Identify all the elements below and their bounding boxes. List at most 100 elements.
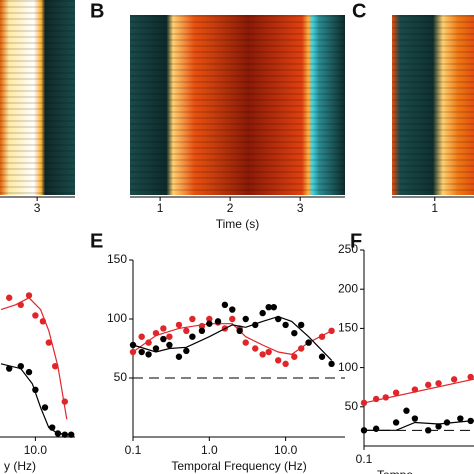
heatmap <box>130 15 345 195</box>
panel-letter: C <box>352 0 366 22</box>
y-tick-label: 250 <box>338 242 358 256</box>
heatmap-row <box>130 27 345 29</box>
heatmap-row <box>130 21 345 23</box>
data-point <box>372 425 380 432</box>
heatmap <box>392 15 474 195</box>
fit-line <box>0 297 68 420</box>
heatmap-row <box>392 111 474 113</box>
data-point <box>221 301 229 309</box>
heatmap-row <box>0 66 75 68</box>
data-point <box>5 365 13 372</box>
heatmap-row <box>0 144 75 146</box>
data-point <box>175 321 183 329</box>
data-point <box>51 363 59 370</box>
data-point <box>189 315 196 323</box>
y-tick-label: 200 <box>338 281 358 295</box>
data-point <box>291 329 298 337</box>
heatmap <box>0 0 75 195</box>
heatmap-row <box>0 72 75 74</box>
heatmap-row <box>392 153 474 155</box>
heatmap-row <box>392 129 474 131</box>
x-axis-label: Temporal Frequency (Hz) <box>171 459 306 473</box>
fit-line <box>132 323 332 356</box>
data-point <box>318 353 326 360</box>
heatmap-row <box>130 111 345 113</box>
heatmap-row <box>392 75 474 77</box>
data-point <box>265 304 272 311</box>
heatmap-row <box>0 138 75 140</box>
data-point <box>138 348 145 356</box>
heatmap-row <box>392 93 474 95</box>
fit-line <box>363 378 474 404</box>
x-tick-label: 1 <box>157 201 164 215</box>
heatmap-row <box>392 27 474 29</box>
heatmap-row <box>392 165 474 167</box>
data-point <box>175 353 183 360</box>
heatmap-row <box>0 174 75 176</box>
panel-letter: B <box>90 0 104 22</box>
heatmap-row <box>392 177 474 179</box>
heatmap-row <box>392 81 474 83</box>
data-point <box>392 419 400 426</box>
panel-letter: E <box>90 230 103 252</box>
data-point <box>467 373 474 381</box>
heatmap-row <box>392 87 474 89</box>
data-point <box>291 353 298 360</box>
fit-line <box>132 315 333 361</box>
data-point <box>152 345 160 352</box>
data-point <box>183 327 190 334</box>
heatmap-row <box>130 183 345 185</box>
heatmap-row <box>0 36 75 38</box>
heatmap-row <box>130 45 345 47</box>
heatmap-row <box>392 63 474 65</box>
data-point <box>392 389 400 396</box>
heatmap-row <box>130 177 345 179</box>
heatmap-row <box>130 123 345 125</box>
heatmap-row <box>130 141 345 143</box>
heatmap-row <box>392 117 474 119</box>
data-point <box>403 407 410 414</box>
heatmap-row <box>130 39 345 41</box>
data-point <box>259 309 266 317</box>
x-axis-label: Tempo <box>377 468 413 474</box>
heatmap-row <box>392 21 474 23</box>
heatmap-row <box>0 48 75 50</box>
heatmap-row <box>130 129 345 131</box>
heatmap-row <box>392 159 474 161</box>
x-axis-label: Time (s) <box>216 217 260 231</box>
heatmap-row <box>130 87 345 89</box>
heatmap-row <box>0 60 75 62</box>
heatmap-row <box>0 168 75 170</box>
heatmap-row <box>0 18 75 20</box>
data-point <box>297 321 305 329</box>
heatmap-row <box>392 51 474 53</box>
data-point <box>252 345 259 352</box>
heatmap-row <box>0 150 75 152</box>
data-point <box>32 312 39 319</box>
heatmap-row <box>392 135 474 137</box>
heatmap-row <box>130 81 345 83</box>
heatmap-row <box>0 42 75 44</box>
heatmap-row <box>392 123 474 125</box>
data-point <box>443 419 451 426</box>
data-point <box>166 333 173 340</box>
x-tick-label: 1 <box>431 201 438 215</box>
data-point <box>138 333 145 340</box>
data-point <box>265 348 272 356</box>
heatmap-row <box>0 126 75 128</box>
data-point <box>129 341 137 349</box>
data-point <box>242 315 249 323</box>
heatmap-row <box>130 159 345 161</box>
x-tick-label: 1.0 <box>201 443 218 457</box>
heatmap-row <box>0 30 75 32</box>
data-point <box>435 423 442 430</box>
heatmap-row <box>0 90 75 92</box>
heatmap-row <box>130 75 345 77</box>
heatmap-row <box>392 39 474 41</box>
heatmap-row <box>392 147 474 149</box>
heatmap-row <box>0 102 75 104</box>
heatmap-row <box>130 33 345 35</box>
heatmap-row <box>0 78 75 80</box>
heatmap-row <box>130 165 345 167</box>
y-tick-label: 100 <box>338 360 358 374</box>
